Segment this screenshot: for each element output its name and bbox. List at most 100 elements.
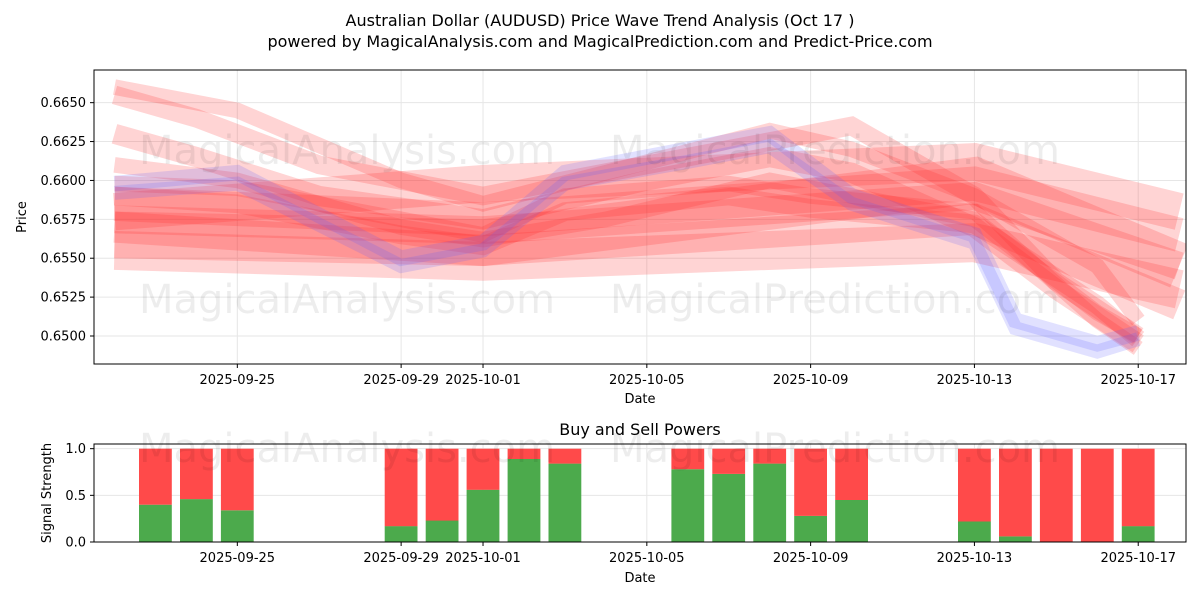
chart-title-line2: powered by MagicalAnalysis.com and Magic… (267, 32, 932, 51)
signal-x-tick-label: 2025-10-09 (773, 551, 849, 566)
signal-x-ticks: 2025-09-25 2025-09-29 2025-10-01 2025-10-05… (200, 542, 1176, 566)
signal-watermarks: MagicalAnalysis.com MagicalPrediction.com (139, 426, 1060, 472)
sell-bar (425, 448, 459, 521)
signal-x-tick-label: 2025-10-13 (937, 551, 1013, 566)
buy-bar (548, 463, 582, 542)
signal-bars (139, 448, 1155, 542)
price-x-tick-label: 2025-10-05 (609, 373, 685, 388)
price-y-ticks: 0.6500 0.6525 0.6550 0.6575 0.6600 0.6625 0.66… (41, 96, 94, 345)
signal-y-tick-label: 0.5 (65, 489, 86, 504)
watermark-text: MagicalPrediction.com (610, 128, 1060, 174)
price-y-tick-label: 0.6625 (41, 135, 87, 150)
sell-bar (835, 448, 868, 500)
price-x-tick-label: 2025-10-01 (445, 373, 521, 388)
signal-y-tick-label: 1.0 (65, 442, 86, 457)
price-watermarks: MagicalAnalysis.com MagicalPrediction.com… (139, 128, 1060, 323)
watermark-text: MagicalAnalysis.com (139, 426, 555, 472)
wave-band-red (111, 85, 1144, 344)
signal-axes-frame (93, 443, 1187, 543)
buy-bar (999, 536, 1032, 542)
buy-bar (958, 521, 991, 542)
watermark-text: MagicalAnalysis.com (139, 128, 555, 174)
buy-bar (220, 510, 254, 542)
price-axes-frame (93, 69, 1187, 365)
signal-x-tick-label: 2025-09-25 (200, 551, 276, 566)
sell-bar (753, 448, 787, 464)
wave-band-red (113, 223, 1184, 309)
sell-bar (139, 448, 172, 505)
buy-bar (466, 489, 500, 542)
price-x-tick-label: 2025-09-25 (200, 373, 276, 388)
signal-panel-title: Buy and Sell Powers (559, 420, 721, 439)
buy-bar (1121, 526, 1155, 542)
wave-band-red (114, 175, 1143, 355)
wave-band-red (113, 79, 1145, 326)
buy-bar (835, 500, 868, 542)
sell-bar (220, 448, 254, 511)
sell-bar (999, 448, 1032, 537)
price-x-tick-label: 2025-10-17 (1100, 373, 1176, 388)
buy-bar (507, 458, 541, 542)
signal-x-tick-label: 2025-10-17 (1100, 551, 1176, 566)
signal-y-ticks: 0.0 0.5 1.0 (65, 442, 94, 551)
watermark-text: MagicalPrediction.com (610, 426, 1060, 472)
price-x-tick-label: 2025-10-09 (773, 373, 849, 388)
price-y-tick-label: 0.6600 (41, 174, 87, 189)
signal-x-label: Date (624, 571, 655, 586)
price-x-tick-label: 2025-09-29 (363, 373, 439, 388)
signal-x-tick-label: 2025-10-05 (609, 551, 685, 566)
price-y-tick-label: 0.6550 (41, 252, 87, 267)
wave-band-red (113, 166, 1184, 252)
wave-band-red (113, 203, 1186, 320)
wave-band-red (114, 156, 1186, 288)
sell-bar (466, 448, 500, 490)
buy-bar (384, 526, 418, 542)
buy-bar (671, 469, 705, 542)
price-y-tick-label: 0.6500 (41, 330, 87, 345)
price-y-tick-label: 0.6650 (41, 96, 87, 111)
sell-bar (1039, 448, 1073, 542)
sell-bar (1121, 448, 1155, 527)
buy-bar (794, 515, 827, 542)
sell-bar (180, 448, 213, 500)
wave-band-red (113, 157, 1143, 343)
sell-bar (1080, 448, 1114, 542)
sell-bar (384, 448, 418, 527)
watermark-text: MagicalPrediction.com (610, 277, 1060, 323)
price-y-tick-label: 0.6575 (41, 213, 87, 228)
price-wave-bands (111, 79, 1186, 359)
buy-bar (180, 499, 213, 542)
wave-band-blue (113, 138, 1141, 359)
chart-title-line1: Australian Dollar (AUDUSD) Price Wave Tr… (346, 11, 855, 30)
sell-bar (794, 448, 827, 516)
signal-panel: Buy and Sell Powers MagicalAnalysis.com M… (40, 420, 1187, 586)
signal-x-tick-label: 2025-10-01 (445, 551, 521, 566)
buy-bar (753, 463, 787, 542)
signal-y-label: Signal Strength (40, 443, 55, 543)
buy-bar (139, 504, 172, 542)
price-x-label: Date (624, 392, 655, 407)
wave-band-red (111, 124, 1144, 353)
price-x-ticks: 2025-09-25 2025-09-29 2025-10-01 2025-10-05… (200, 364, 1176, 388)
wave-band-red (114, 181, 1184, 280)
signal-x-tick-label: 2025-09-29 (363, 551, 439, 566)
buy-bar (425, 520, 459, 542)
price-y-tick-label: 0.6525 (41, 291, 87, 306)
sell-bar (507, 448, 541, 459)
price-x-tick-label: 2025-10-13 (937, 373, 1013, 388)
sell-bar (671, 448, 705, 470)
wave-band-red (113, 186, 1145, 347)
buy-bar (712, 473, 746, 542)
price-y-label: Price (15, 201, 30, 233)
wave-band-red (113, 143, 1184, 231)
sell-bar (548, 448, 582, 464)
wave-band-blue (113, 125, 1141, 352)
price-panel: MagicalAnalysis.com MagicalPrediction.com… (15, 69, 1187, 407)
price-grid (94, 70, 1186, 364)
sell-bar (712, 448, 746, 474)
watermark-text: MagicalAnalysis.com (139, 277, 555, 323)
sell-bar (958, 448, 991, 522)
signal-y-tick-label: 0.0 (65, 536, 86, 551)
